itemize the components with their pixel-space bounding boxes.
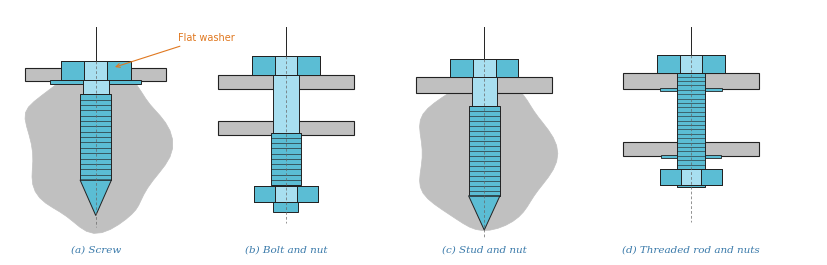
Bar	[218, 121, 353, 135]
Bar	[657, 55, 724, 73]
Bar	[700, 169, 721, 185]
Bar	[657, 55, 679, 73]
Bar	[297, 56, 319, 74]
Bar	[251, 56, 319, 74]
Bar	[623, 73, 758, 89]
Bar	[676, 55, 704, 187]
Text: (a) Screw: (a) Screw	[70, 245, 121, 254]
Bar	[679, 55, 701, 73]
Text: (b) Bolt and nut: (b) Bolt and nut	[244, 245, 327, 254]
Bar	[468, 106, 500, 196]
Bar	[26, 68, 166, 81]
Bar	[275, 186, 296, 202]
Bar	[251, 56, 275, 74]
Bar	[80, 94, 112, 180]
Bar	[623, 142, 758, 156]
Text: (d) Threaded rod and nuts: (d) Threaded rod and nuts	[621, 245, 759, 254]
Bar	[659, 169, 721, 185]
Bar	[416, 77, 552, 93]
Polygon shape	[25, 67, 172, 233]
Bar	[273, 202, 298, 211]
Bar	[83, 80, 109, 94]
Text: Flat washer: Flat washer	[116, 33, 235, 67]
Bar	[659, 88, 721, 91]
Bar	[218, 74, 353, 89]
Bar	[270, 132, 300, 185]
Bar	[701, 55, 724, 73]
Text: (c) Stud and nut: (c) Stud and nut	[442, 245, 526, 254]
Bar	[472, 59, 495, 77]
Bar	[495, 59, 518, 77]
Bar	[450, 59, 518, 77]
Bar	[84, 61, 108, 80]
Bar	[60, 61, 84, 80]
Bar	[450, 59, 472, 77]
Polygon shape	[80, 180, 112, 215]
Bar	[659, 169, 680, 185]
Bar	[680, 169, 700, 185]
Bar	[253, 186, 275, 202]
Bar	[296, 186, 318, 202]
Polygon shape	[468, 196, 500, 230]
Bar	[50, 80, 141, 84]
Polygon shape	[419, 77, 557, 231]
Bar	[272, 74, 299, 159]
Bar	[275, 56, 297, 74]
Bar	[60, 61, 131, 80]
Bar	[108, 61, 131, 80]
Bar	[471, 77, 496, 106]
Bar	[660, 155, 719, 158]
Bar	[253, 186, 318, 202]
